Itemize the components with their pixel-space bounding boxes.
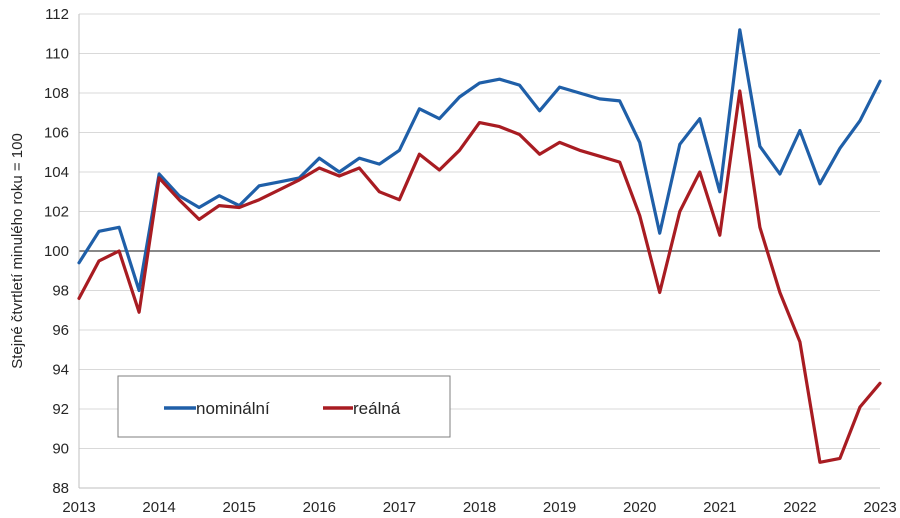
y-tick-label: 108 (44, 85, 69, 102)
x-tick-label: 2022 (783, 499, 816, 516)
y-tick-label: 94 (52, 362, 69, 379)
y-tick-label: 104 (44, 164, 69, 181)
x-tick-label: 2015 (223, 499, 256, 516)
x-tick-label: 2017 (383, 499, 416, 516)
axes (78, 14, 880, 489)
legend-label-nominalni: nominální (196, 399, 270, 418)
y-tick-label: 88 (52, 480, 69, 497)
x-tick-label: 2023 (863, 499, 896, 516)
series-line-realna (77, 89, 882, 464)
y-tick-label: 110 (45, 46, 69, 63)
x-tick-labels: 2013 2014 2015 2016 2017 2018 2019 2020 2021 2022… (62, 499, 896, 516)
y-tick-label: 100 (44, 243, 69, 260)
y-tick-label: 90 (52, 441, 69, 458)
x-tick-label: 2021 (703, 499, 736, 516)
y-axis-label: Stejné čtvrtletí minulého roku = 100 (9, 133, 26, 369)
x-tick-label: 2019 (543, 499, 576, 516)
legend: nominální reálná (117, 375, 451, 438)
series-lines (77, 28, 882, 464)
x-tick-label: 2014 (142, 499, 175, 516)
x-tick-label: 2020 (623, 499, 656, 516)
series-line-nominalni (77, 28, 882, 293)
y-tick-label: 106 (44, 125, 69, 142)
x-tick-label: 2016 (303, 499, 336, 516)
legend-label-realna: reálná (353, 399, 401, 418)
y-tick-label: 92 (52, 401, 69, 418)
y-tick-label: 96 (52, 322, 69, 339)
y-tick-label: 98 (52, 283, 69, 300)
y-tick-labels: 88 90 92 94 96 98 100 102 104 106 108 110 112 (44, 6, 69, 497)
x-tick-label: 2018 (463, 499, 496, 516)
x-tick-label: 2013 (62, 499, 95, 516)
y-tick-label: 112 (45, 6, 69, 23)
y-tick-label: 102 (44, 204, 69, 221)
